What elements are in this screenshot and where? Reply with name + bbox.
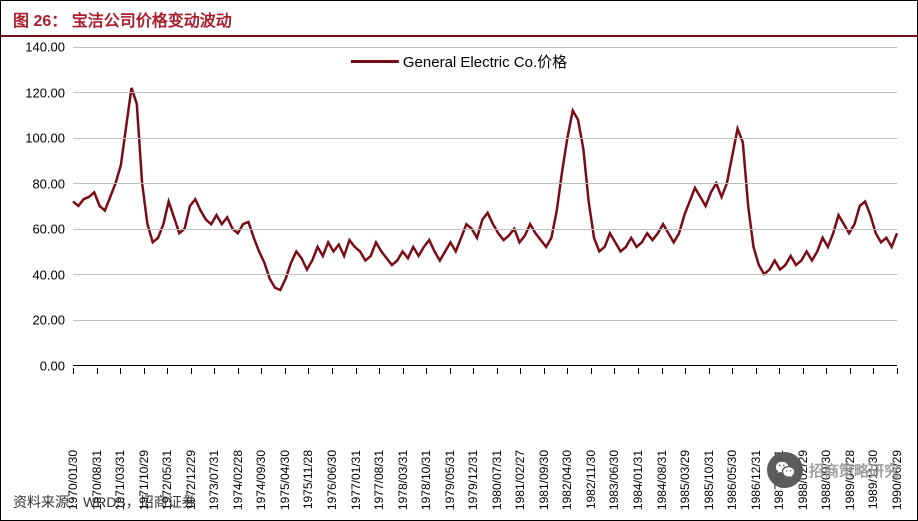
x-tick [544, 368, 545, 374]
x-tick [214, 368, 215, 374]
y-tick-label: 20.00 [32, 313, 65, 328]
x-tick-label: 1973/07/31 [207, 450, 221, 510]
x-tick-label: 1975/04/30 [278, 450, 292, 510]
x-tick [285, 368, 286, 374]
x-tick-label: 1981/09/30 [537, 450, 551, 510]
grid-line [73, 320, 897, 321]
x-tick [144, 368, 145, 374]
x-tick [497, 368, 498, 374]
x-tick-label: 1983/06/30 [607, 450, 621, 510]
legend-label: General Electric Co.价格 [403, 51, 567, 72]
x-tick [73, 368, 74, 374]
watermark-text: 招商策略研究 [809, 460, 899, 481]
x-axis-labels: 1970/01/301970/08/311971/03/311971/10/29… [73, 368, 897, 464]
x-tick-label: 1981/02/27 [513, 450, 527, 510]
x-tick [332, 368, 333, 374]
x-tick [261, 368, 262, 374]
x-tick-label: 1979/12/31 [466, 450, 480, 510]
figure-title: 宝洁公司价格变动波动 [72, 13, 232, 30]
x-tick [473, 368, 474, 374]
x-tick [709, 368, 710, 374]
y-tick-label: 60.00 [32, 222, 65, 237]
y-axis-labels: 0.0020.0040.0060.0080.00100.00120.00140.… [13, 47, 69, 366]
x-tick-label: 1974/09/30 [254, 450, 268, 510]
wechat-icon [767, 452, 803, 488]
legend-swatch [351, 60, 399, 63]
chart-area: General Electric Co.价格 0.00 20.00 40.00 60.… [13, 37, 905, 464]
x-tick-label: 1986/12/31 [749, 450, 763, 510]
x-tick [567, 368, 568, 374]
x-tick [850, 368, 851, 374]
x-tick [379, 368, 380, 374]
x-tick-label: 1980/07/31 [490, 450, 504, 510]
x-tick-label: 1986/05/30 [725, 450, 739, 510]
x-tick-label: 1985/03/29 [678, 450, 692, 510]
grid-line [73, 47, 897, 48]
x-tick [426, 368, 427, 374]
x-tick [403, 368, 404, 374]
x-tick [356, 368, 357, 374]
x-tick [520, 368, 521, 374]
x-tick-label: 1976/06/30 [325, 450, 339, 510]
x-tick [450, 368, 451, 374]
x-tick [308, 368, 309, 374]
x-tick-label: 1978/10/31 [419, 450, 433, 510]
y-tick-label: 80.00 [32, 176, 65, 191]
x-tick [803, 368, 804, 374]
y-tick-label: 0.00 [40, 359, 65, 374]
x-tick-label: 1974/02/28 [231, 450, 245, 510]
x-tick [756, 368, 757, 374]
x-tick [120, 368, 121, 374]
grid-line [73, 274, 897, 275]
y-tick-label: 100.00 [25, 131, 65, 146]
x-tick [614, 368, 615, 374]
x-tick-label: 1984/08/31 [655, 450, 669, 510]
x-tick [238, 368, 239, 374]
x-tick [873, 368, 874, 374]
x-tick-label: 1985/10/31 [702, 450, 716, 510]
x-tick [685, 368, 686, 374]
grid-line [73, 229, 897, 230]
x-tick [167, 368, 168, 374]
grid-line [73, 92, 897, 93]
x-tick [191, 368, 192, 374]
grid-line [73, 138, 897, 139]
x-tick [591, 368, 592, 374]
figure-title-bar: 图 26： 宝洁公司价格变动波动 [1, 1, 917, 37]
x-tick [779, 368, 780, 374]
source-footer: 资料来源：WRDS，招商证券 [13, 492, 196, 512]
figure-container: 图 26： 宝洁公司价格变动波动 General Electric Co.价格 … [0, 0, 918, 521]
x-tick-label: 1977/01/31 [349, 450, 363, 510]
y-tick-label: 140.00 [25, 40, 65, 55]
x-tick-label: 1984/01/31 [631, 450, 645, 510]
x-tick-label: 1978/03/31 [396, 450, 410, 510]
x-tick [732, 368, 733, 374]
x-tick [638, 368, 639, 374]
x-tick-label: 1982/11/30 [584, 450, 598, 509]
plot-region [73, 47, 897, 366]
x-tick [826, 368, 827, 374]
x-tick-label: 1979/05/31 [443, 450, 457, 510]
y-tick-label: 40.00 [32, 267, 65, 282]
figure-number: 图 26： [13, 13, 67, 30]
x-tick [97, 368, 98, 374]
line-series [73, 47, 897, 365]
x-tick-label: 1975/11/28 [301, 450, 315, 509]
legend: General Electric Co.价格 [351, 51, 567, 72]
y-tick-label: 120.00 [25, 85, 65, 100]
x-tick [662, 368, 663, 374]
x-tick-label: 1977/08/31 [372, 450, 386, 510]
watermark: 招商策略研究 [767, 452, 899, 488]
x-tick-label: 1982/04/30 [560, 450, 574, 510]
x-tick [897, 368, 898, 374]
grid-line [73, 183, 897, 184]
